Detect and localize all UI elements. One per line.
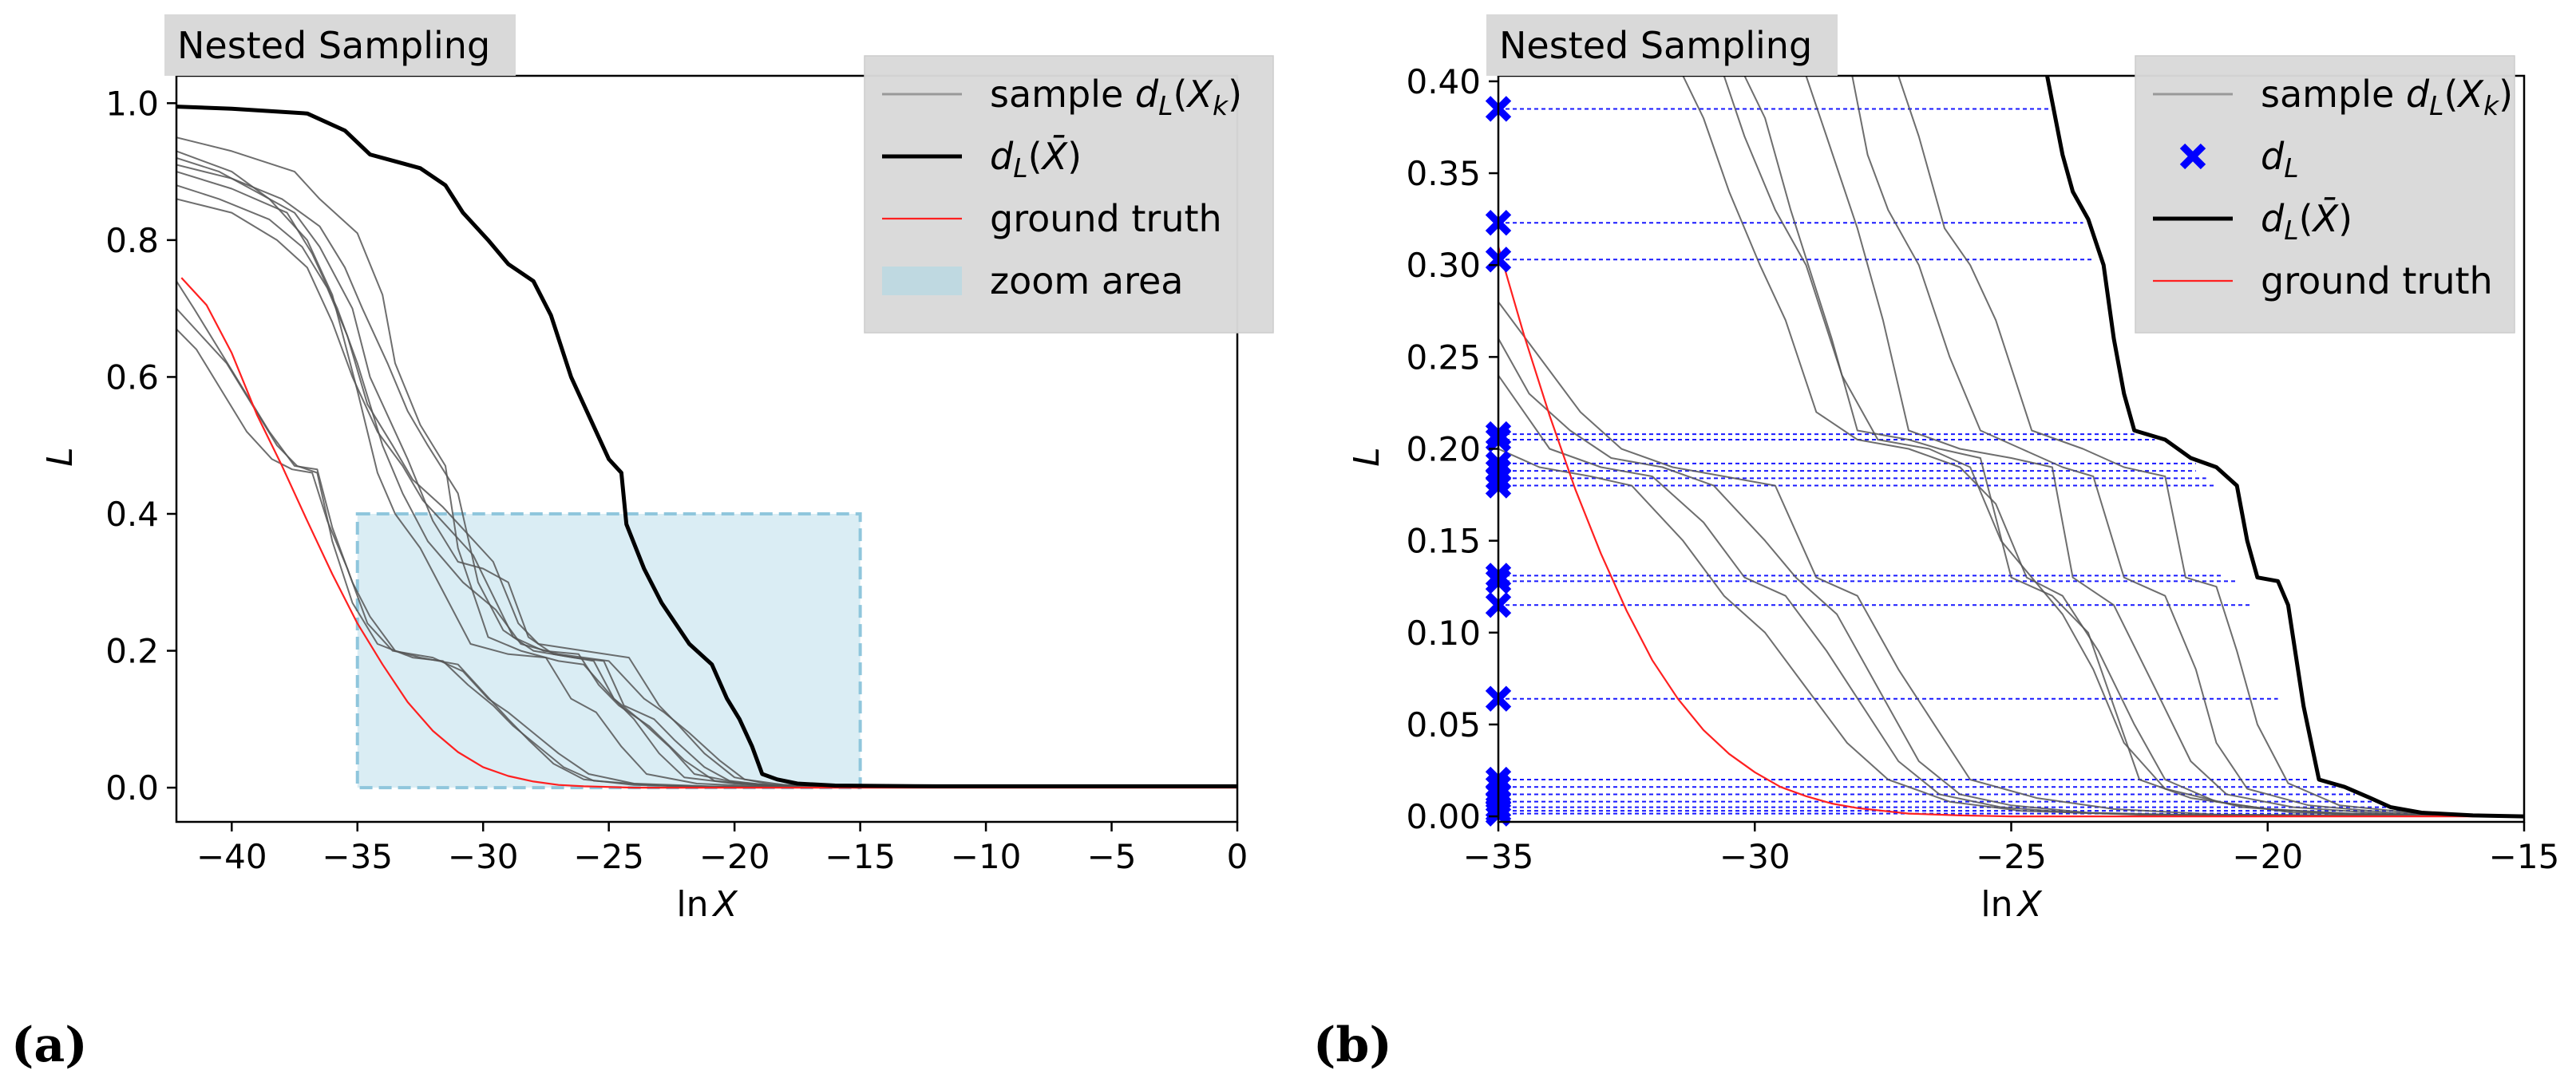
- y-tick-label-b-0: 0.00: [1406, 797, 1481, 836]
- legend-label-dL-b: dL: [2261, 135, 2299, 184]
- x-tick-label-a-2: −30: [448, 837, 519, 876]
- legend-label-mean-b: dL(X̄): [2261, 197, 2352, 246]
- series-sample-5-a: [176, 171, 861, 789]
- y-tick-label-a-4: 0.8: [105, 221, 159, 260]
- plot-area-a: [176, 105, 1237, 790]
- x-tick-label-a-4: −20: [699, 837, 770, 876]
- chart-title-b: Nested Sampling: [1499, 24, 1812, 67]
- y-tick-label-b-8: 0.40: [1406, 62, 1481, 101]
- series-sample-3-a: [176, 156, 861, 789]
- y-tick-label-b-3: 0.15: [1406, 522, 1481, 561]
- panel-b-label: (b): [1313, 1017, 1392, 1073]
- series-sample-4-b: [1897, 76, 2524, 818]
- legend-label-zoom-a: zoom area: [990, 259, 1183, 302]
- series-sample-6-b: [1682, 76, 2524, 818]
- y-axis-label-a: L: [40, 447, 81, 467]
- series-sample-5-b: [1723, 76, 2524, 818]
- x-tick-label-a-0: −40: [196, 837, 267, 876]
- legend-label-sample-a: sample dL(Xk): [990, 73, 1242, 121]
- x-tick-label-b-2: −25: [1976, 837, 2047, 876]
- x-tick-label-a-6: −10: [951, 837, 1022, 876]
- axes-frame-a: [175, 74, 1239, 823]
- title-box-a: [164, 14, 516, 76]
- series-sample-9-a: [176, 308, 861, 789]
- legend-handle-dL-b: [2179, 143, 2206, 170]
- y-tick-label-b-4: 0.20: [1406, 430, 1481, 469]
- series-sample-7-b: [1498, 301, 2524, 818]
- series-truth-line-a: [180, 277, 1237, 789]
- y-tick-label-a-1: 0.2: [105, 632, 159, 671]
- y-axis-label-b: L: [1347, 447, 1387, 467]
- series-sample-1-a: [176, 136, 861, 789]
- chart-title-a: Nested Sampling: [177, 24, 490, 67]
- legend-label-sample-b: sample dL(Xk): [2261, 73, 2513, 121]
- x-tick-label-a-3: −25: [573, 837, 644, 876]
- y-tick-label-a-2: 0.4: [105, 495, 159, 534]
- panel-a: (a) −40 −35 −30 −25 −20 −15 −10 −5 0 0.0 0.2 0.4 0.6…: [11, 14, 1274, 1073]
- series-sample-10-b: [1498, 448, 2524, 818]
- x-tick-label-a-8: 0: [1227, 837, 1248, 876]
- x-tick-label-a-5: −15: [825, 837, 896, 876]
- y-tick-label-b-6: 0.30: [1406, 246, 1481, 285]
- series-sample-7-a: [176, 198, 861, 789]
- series-sample-10-a: [176, 328, 861, 789]
- zoom-area-rect: [355, 511, 862, 790]
- panel-b: (b) −35 −30 −25 −20 −15 0.00 0.05 0.10 0.15 0.20 0…: [1313, 14, 2559, 1073]
- series-sample-9-b: [1498, 374, 2524, 818]
- y-tick-label-a-5: 1.0: [105, 84, 159, 123]
- series-sample-2-a: [176, 150, 861, 789]
- x-axis-label-b: ln X: [1980, 884, 2042, 925]
- y-tick-label-b-1: 0.05: [1406, 705, 1481, 744]
- series-sample-8-b: [1498, 338, 2524, 818]
- panel-a-label: (a): [11, 1017, 88, 1073]
- legend-label-truth-b: ground truth: [2261, 259, 2493, 302]
- y-tick-label-a-0: 0.0: [105, 768, 159, 808]
- series-sample-6-a: [176, 184, 861, 789]
- x-axis-label-a: ln X: [676, 884, 738, 925]
- legend-box-b: [2135, 55, 2515, 334]
- legend-label-truth-a: ground truth: [990, 197, 1222, 240]
- y-tick-label-b-2: 0.10: [1406, 614, 1481, 653]
- title-box-b: [1486, 14, 1838, 76]
- y-tick-label-b-7: 0.35: [1406, 154, 1481, 193]
- x-tick-label-a-7: −5: [1087, 837, 1137, 876]
- series-mean-line-a: [176, 105, 1237, 788]
- x-tick-label-a-1: −35: [322, 837, 393, 876]
- series-sample-3-b: [1851, 76, 2524, 818]
- x-tick-label-b-4: −15: [2489, 837, 2560, 876]
- plot-area-b: [1498, 76, 2524, 819]
- legend-label-mean-a: dL(X̄): [990, 135, 1082, 184]
- x-tick-label-b-0: −35: [1463, 837, 1534, 876]
- x-tick-label-b-1: −30: [1719, 837, 1791, 876]
- series-mean-line-b: [2045, 76, 2524, 819]
- x-tick-label-b-3: −20: [2232, 837, 2303, 876]
- y-tick-label-a-3: 0.6: [105, 357, 159, 397]
- series-sample-2-b: [1805, 76, 2524, 818]
- legend-handle-zoom-a: [882, 267, 962, 295]
- y-tick-label-b-5: 0.25: [1406, 338, 1481, 377]
- series-truth-line-b: [1498, 246, 2524, 818]
